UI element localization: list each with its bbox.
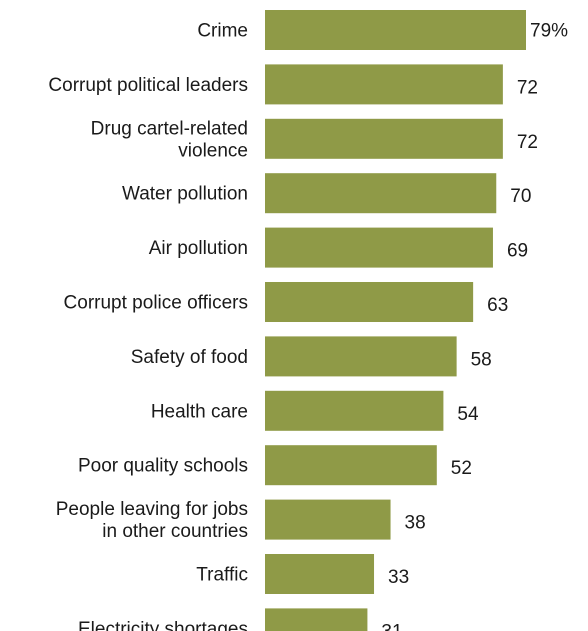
bar-row: Corrupt police officers 63 xyxy=(64,282,508,322)
category-label: Crime xyxy=(197,21,248,42)
value-label: 79% xyxy=(530,21,568,42)
bar xyxy=(265,118,503,159)
category-label: Drug cartel-related violence xyxy=(91,118,248,161)
bar-row: Traffic 33 xyxy=(196,554,409,594)
value-label: 72 xyxy=(517,77,538,98)
category-label-line: Safety of food xyxy=(131,347,248,368)
value-label: 38 xyxy=(405,513,426,534)
value-label: 33 xyxy=(388,567,409,588)
bar-row: Health care 54 xyxy=(151,390,479,431)
bar-row: Crime 79% xyxy=(197,10,568,50)
bar-row: Poor quality schools 52 xyxy=(78,445,472,486)
bar xyxy=(265,336,457,377)
value-label: 31 xyxy=(381,621,402,631)
category-label-line: Corrupt political leaders xyxy=(48,75,248,96)
category-label-line: Crime xyxy=(197,21,248,42)
bar xyxy=(265,554,375,594)
bar-row: Corrupt political leaders 72 xyxy=(48,64,538,105)
category-label: People leaving for jobs in other countrie… xyxy=(56,499,248,542)
bar xyxy=(265,64,503,105)
category-label: Safety of food xyxy=(131,347,248,368)
category-label-line: Corrupt police officers xyxy=(64,293,248,314)
category-label: Corrupt police officers xyxy=(64,293,248,314)
category-label-line: Water pollution xyxy=(122,184,248,205)
bar-row: People leaving for jobs in other countrie… xyxy=(56,499,426,542)
category-label-line: violence xyxy=(178,140,248,161)
category-label: Water pollution xyxy=(122,184,248,205)
bar xyxy=(265,282,474,322)
category-label: Electricity shortages xyxy=(78,619,248,631)
value-label: 58 xyxy=(471,349,492,370)
category-label-line: Poor quality schools xyxy=(78,456,248,477)
bar-row: Electricity shortages 31 xyxy=(78,608,403,631)
category-label-line: Electricity shortages xyxy=(78,619,248,631)
category-label: Air pollution xyxy=(149,238,248,259)
category-label-line: in other countries xyxy=(102,521,248,542)
bar-row: Safety of food 58 xyxy=(131,336,492,377)
bar xyxy=(265,390,444,431)
value-label: 52 xyxy=(451,458,472,479)
category-label: Poor quality schools xyxy=(78,456,248,477)
category-label-line: Air pollution xyxy=(149,238,248,259)
bar-row: Drug cartel-related violence 72 xyxy=(91,118,538,161)
bar xyxy=(265,10,526,50)
bar xyxy=(265,608,368,631)
bar xyxy=(265,499,391,540)
value-label: 54 xyxy=(457,404,479,425)
category-label-line: People leaving for jobs xyxy=(56,499,248,520)
bar-row: Air pollution 69 xyxy=(149,227,528,268)
category-label: Health care xyxy=(151,401,248,422)
category-label-line: Health care xyxy=(151,401,248,422)
bar-row: Water pollution 70 xyxy=(122,173,531,214)
bar xyxy=(265,227,493,268)
bar xyxy=(265,173,497,214)
value-label: 70 xyxy=(510,186,531,207)
value-label: 63 xyxy=(487,295,508,316)
category-label-line: Drug cartel-related xyxy=(91,118,248,139)
category-label: Traffic xyxy=(196,565,248,586)
value-label: 69 xyxy=(507,241,528,262)
category-label: Corrupt political leaders xyxy=(48,75,248,96)
bar xyxy=(265,445,437,486)
category-label-line: Traffic xyxy=(196,565,248,586)
value-label: 72 xyxy=(517,132,538,153)
